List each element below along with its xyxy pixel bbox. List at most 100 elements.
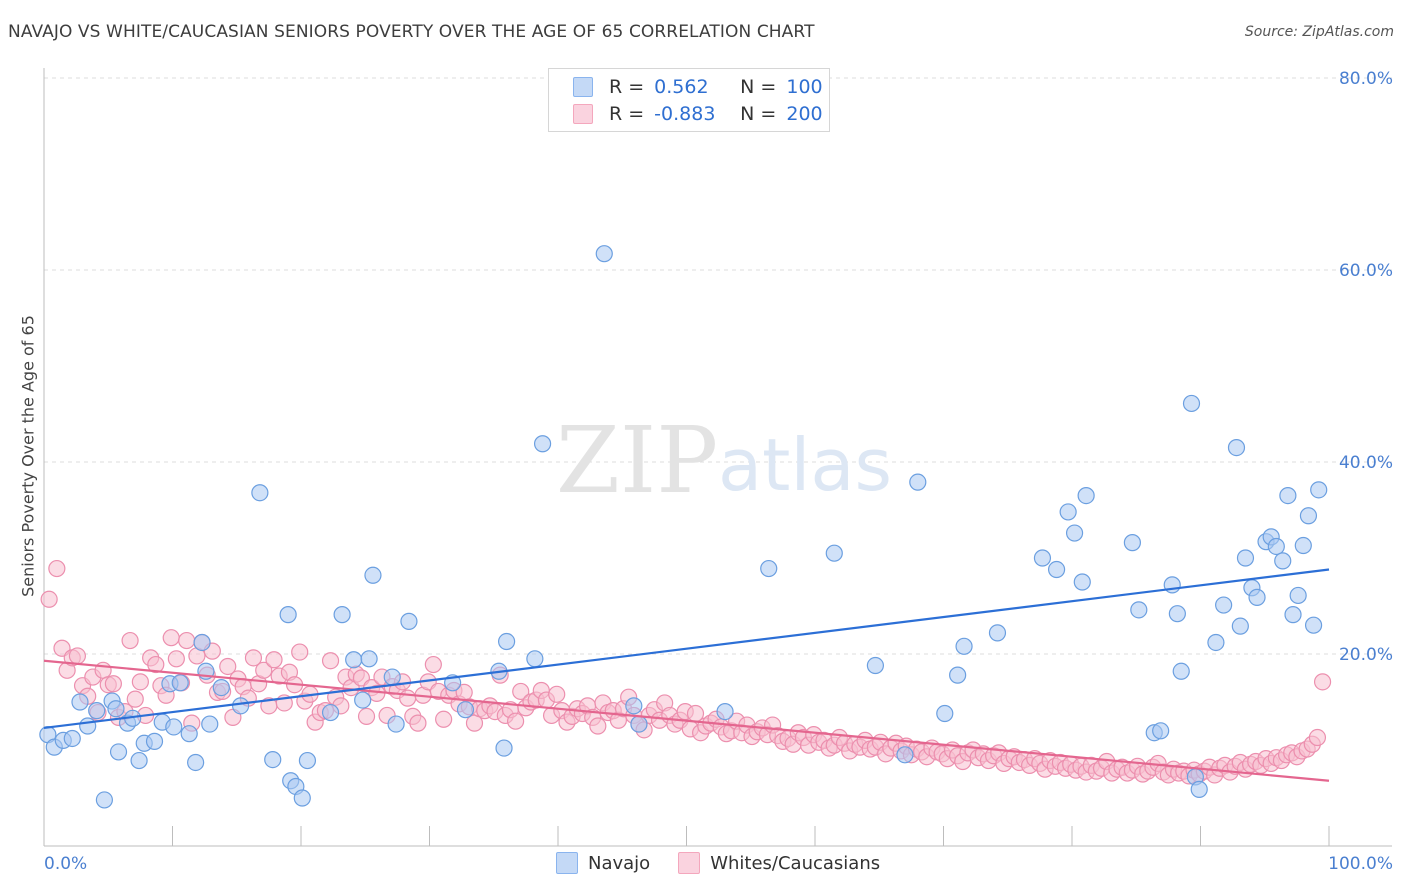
data-point-navajo	[1152, 722, 1170, 740]
data-point-whites	[435, 710, 453, 728]
data-point-navajo	[896, 746, 914, 764]
data-point-navajo	[345, 651, 363, 669]
data-point-navajo	[95, 791, 113, 809]
x-tick-label: 100.0%	[1328, 854, 1393, 874]
data-point-navajo	[909, 473, 927, 491]
legend-n-value: 200	[786, 103, 823, 125]
data-point-navajo	[201, 715, 219, 733]
data-point-navajo	[71, 693, 89, 711]
legend-n-value: 100	[786, 76, 823, 98]
chart-title: NAVAJO VS WHITE/CAUCASIAN SENIORS POVERT…	[8, 22, 815, 42]
data-point-whites	[409, 714, 427, 732]
data-point-navajo	[79, 717, 97, 735]
data-point-whites	[589, 717, 607, 735]
tick-labels: 20.0% 40.0% 60.0% 80.0% 0.0% 100.0%	[44, 69, 1393, 874]
data-point-navajo	[109, 743, 128, 761]
data-point-whites	[162, 629, 180, 647]
data-point-navajo	[1231, 617, 1249, 635]
data-point-navajo	[533, 435, 552, 453]
data-point-navajo	[364, 566, 382, 584]
data-point-navajo	[1236, 549, 1255, 567]
legend-swatch-navajo	[556, 852, 578, 874]
legend-item-navajo[interactable]: Navajo	[556, 852, 650, 874]
data-point-navajo	[1299, 507, 1318, 525]
data-point-navajo	[171, 674, 189, 692]
data-point-navajo	[1267, 537, 1285, 556]
legend-label-whites: Whites/Caucasians	[710, 852, 881, 874]
data-point-navajo	[1227, 439, 1246, 457]
data-point-navajo	[212, 678, 230, 697]
data-point-whites	[104, 675, 122, 693]
data-point-navajo	[180, 725, 198, 743]
data-point-whites	[178, 631, 196, 650]
data-point-navajo	[456, 701, 475, 719]
series-legend: Navajo Whites/Caucasians	[556, 852, 908, 874]
trend-line-navajo	[43, 568, 1330, 730]
gridlines	[44, 77, 1392, 655]
data-point-navajo	[1310, 481, 1328, 499]
data-point-navajo	[1168, 605, 1186, 623]
legend-swatch-whites	[573, 104, 593, 124]
data-point-whites	[265, 651, 283, 669]
data-point-navajo	[1130, 601, 1148, 619]
data-point-navajo	[1182, 394, 1201, 413]
data-point-navajo	[625, 697, 643, 715]
data-point-navajo	[400, 612, 418, 630]
data-point-navajo	[1172, 662, 1190, 680]
data-point-navajo	[279, 606, 297, 624]
data-point-whites	[48, 559, 66, 578]
data-point-navajo	[1294, 536, 1312, 555]
data-point-navajo	[1190, 780, 1208, 798]
data-point-navajo	[1289, 586, 1307, 605]
data-point-navajo	[630, 715, 648, 733]
data-point-navajo	[595, 245, 613, 263]
data-point-navajo	[165, 718, 183, 736]
data-point-whites	[131, 673, 149, 691]
data-point-navajo	[955, 637, 973, 655]
data-point-navajo	[526, 650, 544, 668]
data-point-whites	[512, 682, 530, 701]
legend-n-key: N =	[740, 76, 777, 98]
axes	[43, 68, 1392, 847]
data-point-navajo	[1248, 588, 1266, 606]
watermark: ZIP atlas	[556, 407, 892, 514]
data-point-navajo	[1215, 596, 1233, 614]
correlation-legend: R = 0.562 N = 100 R = -0.883 N = 200	[548, 68, 830, 132]
data-point-whites	[357, 707, 376, 726]
data-point-navajo	[383, 668, 401, 686]
data-point-navajo	[1065, 524, 1084, 542]
data-point-navajo	[333, 606, 351, 624]
data-point-navajo	[88, 702, 106, 720]
data-point-whites	[126, 690, 144, 708]
y-tick-label: 40.0%	[1339, 453, 1393, 473]
data-point-navajo	[988, 624, 1007, 642]
data-point-whites	[424, 655, 442, 674]
data-point-navajo	[387, 715, 405, 733]
data-point-whites	[167, 650, 185, 668]
data-point-whites	[219, 657, 237, 676]
data-point-navajo	[936, 704, 954, 723]
legend-swatch-navajo	[573, 77, 593, 97]
data-point-navajo	[1073, 573, 1091, 591]
data-point-navajo	[293, 789, 311, 807]
data-point-navajo	[193, 633, 211, 652]
trend-line-whites	[43, 659, 1330, 782]
data-point-navajo	[498, 632, 516, 651]
legend-swatch-whites	[678, 852, 701, 874]
data-point-navajo	[1279, 487, 1297, 505]
data-point-navajo	[298, 751, 317, 770]
data-point-whites	[399, 689, 417, 707]
data-point-navajo	[949, 666, 967, 684]
data-point-whites	[548, 685, 566, 703]
data-point-navajo	[232, 697, 250, 715]
data-point-navajo	[866, 656, 884, 675]
data-point-navajo	[1304, 616, 1323, 634]
data-point-navajo	[130, 751, 148, 770]
legend-item-whites[interactable]: Whites/Caucasians	[678, 852, 880, 874]
data-point-whites	[1308, 728, 1327, 747]
data-point-navajo	[495, 739, 513, 757]
data-point-navajo	[1274, 552, 1292, 570]
data-point-navajo	[1284, 606, 1302, 624]
data-point-navajo	[1123, 534, 1141, 552]
data-point-navajo	[321, 703, 340, 722]
